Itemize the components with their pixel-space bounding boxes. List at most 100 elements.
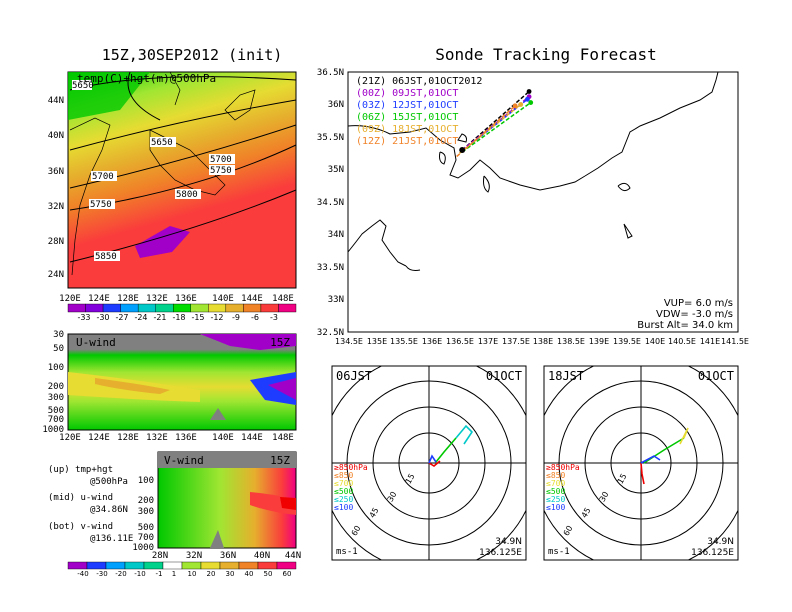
lon-tick: 137.5E — [502, 337, 530, 346]
legend-mid: (mid) u-wind — [48, 493, 113, 503]
lon-tick: 134.5E — [335, 337, 363, 346]
hodo-ring-labels: 15 30 45 60 — [350, 472, 417, 537]
p-tick: 700 — [48, 415, 64, 425]
uwind-panel: U-wind 15Z 30 50 100 200 300 500 700 100… — [42, 330, 297, 443]
ring-label: 30 — [386, 490, 399, 503]
hodo-trace-red — [640, 462, 645, 485]
vwind-grey-top — [158, 452, 296, 468]
hodo-date: 01OCT — [486, 369, 522, 383]
lon-tick: 140.5E — [668, 337, 696, 346]
contour-label: 5850 — [95, 252, 117, 262]
colorbar-tick: -3 — [270, 313, 278, 322]
vwind-core-center — [280, 497, 296, 510]
vwind-label: V-wind — [164, 454, 204, 467]
vwind-terrain — [210, 530, 224, 548]
colorbar-tick: -20 — [115, 570, 126, 578]
colorbar-tick: -6 — [251, 313, 259, 322]
hodo-level-legend: ≥850hPa ≤850 ≤700 ≤500 ≤250 ≤100 — [546, 463, 580, 512]
lon-tick: 139.5E — [613, 337, 641, 346]
hodo-level-legend: ≥850hPa ≤850 ≤700 ≤500 ≤250 ≤100 — [334, 463, 368, 512]
legend-bot: (bot) v-wind — [48, 522, 113, 532]
hodo-trace-blue — [428, 454, 437, 464]
map500-panel: 5650 5650 5700 5700 5750 5750 5800 5850 … — [48, 71, 297, 322]
map500-label: temp(C)+hgt(m)@500hPa — [77, 72, 216, 85]
colorbar-swatch — [120, 303, 139, 313]
hodograph-18jst: 15 30 45 60 18JST 01OCT ≥850hPa ≤850 ≤70… — [543, 365, 739, 561]
vwind-time: 15Z — [270, 454, 290, 467]
colorbar-swatch — [162, 561, 183, 570]
colorbar-swatch — [85, 303, 104, 313]
ring-label: 45 — [368, 506, 381, 519]
track-line — [458, 103, 522, 154]
colorbar-tick: 50 — [264, 570, 273, 578]
lon-tick: 136E — [175, 294, 197, 304]
colorbar-tick: 20 — [207, 570, 216, 578]
launch-label: (09Z) 18JST,01OCT — [356, 124, 458, 135]
map500-lat-ticks: 44N 40N 36N 32N 28N 24N — [48, 96, 64, 280]
param-burst: Burst Alt= 34.0 km — [637, 320, 733, 331]
lon-tick: 139E — [589, 337, 609, 346]
launch-site-marker — [459, 147, 466, 153]
colorbar-swatch — [225, 303, 244, 313]
lon-tick: 144E — [241, 433, 263, 443]
colorbar-tick: -40 — [77, 570, 88, 578]
lon-tick: 148E — [272, 433, 294, 443]
track-map-legend: (21Z) 06JST,01OCT2012 (00Z) 09JST,01OCT … — [356, 76, 482, 147]
level-label: ≤500 — [546, 487, 565, 496]
level-label: ≤250 — [546, 495, 565, 504]
uwind-time: 15Z — [270, 336, 290, 349]
colorbar-tick: -33 — [77, 313, 90, 322]
lat-tick: 34.5N — [317, 198, 344, 208]
lat-tick: 34N — [328, 230, 344, 240]
colorbar-tick: -18 — [172, 313, 185, 322]
hodo-trace-blue — [640, 455, 661, 464]
lon-tick: 136E — [422, 337, 442, 346]
lat-tick: 35N — [328, 165, 344, 175]
lon-tick: 124E — [88, 294, 110, 304]
p-tick: 300 — [48, 393, 64, 403]
lat-tick: 24N — [48, 270, 64, 280]
vwind-p-ticks: 100 200 300 500 700 1000 — [132, 476, 154, 553]
legend-up: (up) tmp+hgt — [48, 465, 113, 475]
p-tick: 200 — [48, 382, 64, 392]
lon-tick: 141.5E — [721, 337, 749, 346]
level-label: ≥850hPa — [546, 463, 580, 472]
left-title: 15Z,30SEP2012 (init) — [102, 46, 283, 64]
map500-contour-labels: 5650 5650 5700 5700 5750 5750 5800 5850 — [72, 80, 235, 262]
ring-label: 15 — [616, 472, 629, 485]
lon-tick: 138E — [533, 337, 553, 346]
hodograph-06jst: 15 30 45 60 06JST 01OCT ≥850hPa ≤850 ≤70… — [331, 365, 527, 561]
track-map-frame — [347, 71, 739, 333]
p-tick: 300 — [138, 507, 154, 517]
lat-tick: 32N — [186, 551, 202, 561]
lon-tick: 140E — [212, 294, 234, 304]
lat-tick: 36.5N — [317, 68, 344, 78]
uwind-purple-top — [200, 334, 296, 350]
colorbar-swatch — [143, 561, 164, 570]
colorbar-tick: -15 — [191, 313, 204, 322]
lat-tick: 44N — [285, 551, 301, 561]
map500-colorbar-ticks: -33 -30 -27 -24 -21 -18 -15 -12 -9 -6 -3 — [77, 313, 278, 322]
level-label: ≥850hPa — [334, 463, 368, 472]
hodo-lat: 34.9N — [495, 537, 522, 547]
param-vup: VUP= 6.0 m/s — [664, 298, 733, 309]
hodo-date: 01OCT — [698, 369, 734, 383]
p-tick: 30 — [53, 330, 64, 340]
lon-tick: 120E — [59, 294, 81, 304]
param-vdw: VDW= -3.0 m/s — [656, 309, 733, 320]
contour-label: 5750 — [90, 200, 112, 210]
p-tick: 1000 — [42, 425, 64, 435]
track-map-params: VUP= 6.0 m/s VDW= -3.0 m/s Burst Alt= 34… — [637, 298, 733, 331]
lat-tick: 35.5N — [317, 133, 344, 143]
launch-label: (12Z) 21JST,01OCT — [356, 136, 458, 147]
uwind-purple-right — [268, 378, 296, 400]
lat-tick: 40N — [254, 551, 270, 561]
uwind-orange-core — [95, 378, 170, 394]
lon-tick: 141E — [700, 337, 720, 346]
hodo-trace-cyan — [455, 424, 474, 445]
lon-tick: 140E — [645, 337, 665, 346]
wind-colorbar-ticks: -40 -30 -20 -10 -1 1 10 20 30 40 50 60 — [77, 570, 291, 578]
colorbar-swatch — [243, 303, 262, 313]
track-map-lat-ticks: 36.5N 36N 35.5N 35N 34.5N 34N 33.5N 33N … — [317, 68, 344, 338]
p-tick: 100 — [48, 363, 64, 373]
